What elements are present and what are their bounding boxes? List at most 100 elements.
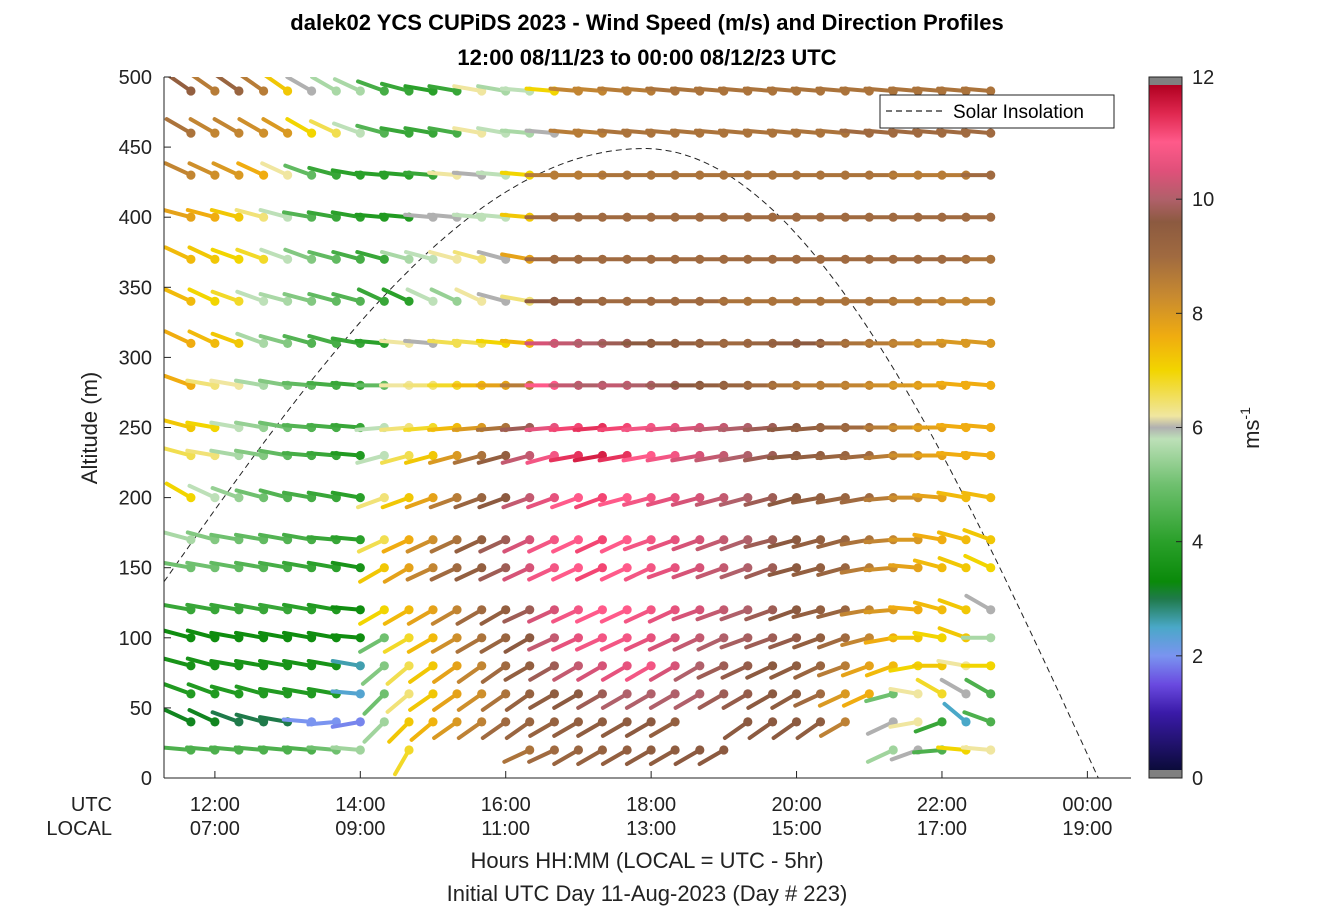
wind-barb-dot (501, 689, 511, 699)
wind-barb-dot (186, 86, 196, 96)
wind-barb (429, 563, 462, 582)
wind-barb-shaft (332, 77, 363, 93)
wind-barb-dot (622, 535, 632, 545)
wind-barb-dot (622, 633, 632, 643)
wind-barb-shaft (937, 556, 968, 570)
wind-barb-shaft (936, 530, 968, 542)
wind-barb (527, 633, 560, 652)
wind-barb-shaft (405, 287, 435, 304)
wind-barb-shaft (552, 748, 581, 766)
wind-barb (504, 717, 535, 740)
wind-barb-shaft (475, 338, 508, 346)
wind-barb-shaft (331, 250, 363, 262)
wind-barb-shaft (452, 250, 484, 262)
wind-barb-shaft (209, 602, 241, 612)
wind-barb-dot (501, 535, 511, 545)
wind-barb-dot (428, 717, 438, 727)
wind-barb-dot (259, 254, 269, 264)
wind-barb (624, 717, 656, 738)
wind-barb (791, 563, 826, 577)
wind-barb-shaft (575, 607, 605, 624)
wind-barb-shaft (960, 381, 993, 388)
wind-barb-shaft (744, 565, 775, 580)
wind-barb-shaft (427, 170, 459, 178)
wind-barb-dot (307, 296, 317, 306)
wind-barb-dot (791, 661, 802, 671)
wind-barb-shaft (598, 495, 630, 507)
wind-barb-dot (210, 493, 220, 503)
wind-barb-shaft (646, 495, 678, 507)
wind-barb-shaft (258, 208, 290, 220)
wind-barb-shaft (840, 663, 872, 678)
wind-barb-shaft (551, 607, 581, 624)
wind-barb-shaft (551, 537, 581, 554)
wind-barb (527, 605, 560, 624)
wind-barb (210, 289, 244, 306)
wind-barb-dot (501, 661, 511, 671)
wind-barb-dot (355, 633, 365, 643)
wind-barb-shaft (719, 635, 750, 650)
wind-barb-dot (719, 633, 729, 643)
wind-barb (456, 689, 487, 712)
wind-barb (791, 535, 826, 549)
wind-barb-dot (768, 661, 778, 671)
wind-barb-shaft (164, 745, 193, 752)
wind-barb-dot (743, 493, 753, 503)
wind-barb-shaft (548, 128, 581, 136)
wind-barb-shaft (382, 565, 411, 584)
wind-barb-shaft (912, 532, 944, 542)
wind-barb-dot (379, 605, 389, 615)
wind-barb-shaft (673, 748, 702, 766)
wind-barb-dot (307, 128, 317, 138)
wind-barb (623, 563, 656, 582)
wind-barb-shaft (768, 607, 799, 622)
wind-barb-dot (768, 535, 778, 545)
wind-barb-shaft (234, 659, 266, 668)
wind-barb (164, 329, 196, 348)
wind-barb-dot (379, 633, 389, 643)
wind-barb-shaft (310, 77, 339, 93)
wind-barb-dot (937, 633, 947, 643)
wind-barb-shaft (185, 208, 217, 220)
wind-barb (600, 717, 632, 738)
wind-barb-shaft (330, 659, 363, 668)
wind-barb-shaft (746, 691, 775, 710)
wind-barb-shaft (191, 77, 217, 93)
wind-barb (961, 490, 996, 503)
wind-barb (743, 535, 778, 549)
wind-barb-shaft (404, 495, 435, 510)
wind-barb (646, 563, 680, 580)
wind-barb-dot (501, 717, 511, 727)
wind-barb (330, 490, 365, 503)
wind-barb-shaft (766, 86, 799, 93)
wind-barb-dot (355, 86, 365, 96)
wind-barb-shaft (912, 493, 944, 500)
wind-barb-shaft (258, 334, 290, 346)
wind-barb-shaft (234, 378, 266, 388)
wind-barb-shaft (380, 453, 411, 465)
wind-barb-shaft (210, 710, 241, 724)
wind-barb (671, 605, 705, 622)
wind-barb-dot (986, 450, 996, 461)
wind-barb-shaft (717, 86, 750, 93)
wind-barb (406, 633, 438, 654)
wind-barb-dot (259, 170, 269, 180)
wind-barb-dot (743, 563, 753, 573)
wind-barb-shaft (187, 287, 217, 304)
wind-barb-dot (331, 128, 341, 138)
wind-barb-dot (404, 633, 414, 643)
wind-barb-shaft (408, 663, 435, 684)
wind-barb-dot (646, 535, 656, 545)
wind-barb-shaft (863, 86, 896, 93)
wind-barb (793, 661, 826, 680)
wind-barb (285, 77, 317, 96)
wind-barb-dot (695, 633, 705, 643)
wind-barb-shaft (355, 453, 387, 465)
wind-barb-shaft (672, 635, 702, 652)
wind-barb-shaft (769, 663, 799, 680)
wind-barb-dot (549, 605, 560, 615)
wind-barb-dot (597, 535, 608, 545)
wind-barb (719, 563, 753, 580)
wind-barb (962, 528, 996, 545)
wind-barb (167, 77, 196, 96)
